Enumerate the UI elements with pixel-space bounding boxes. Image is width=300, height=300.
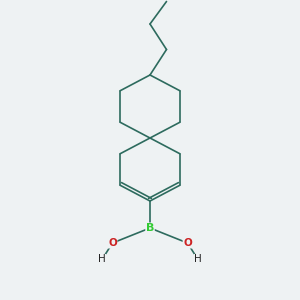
Text: H: H [98, 254, 106, 265]
Text: O: O [183, 238, 192, 248]
Text: O: O [108, 238, 117, 248]
Text: B: B [146, 223, 154, 233]
Text: H: H [194, 254, 202, 265]
